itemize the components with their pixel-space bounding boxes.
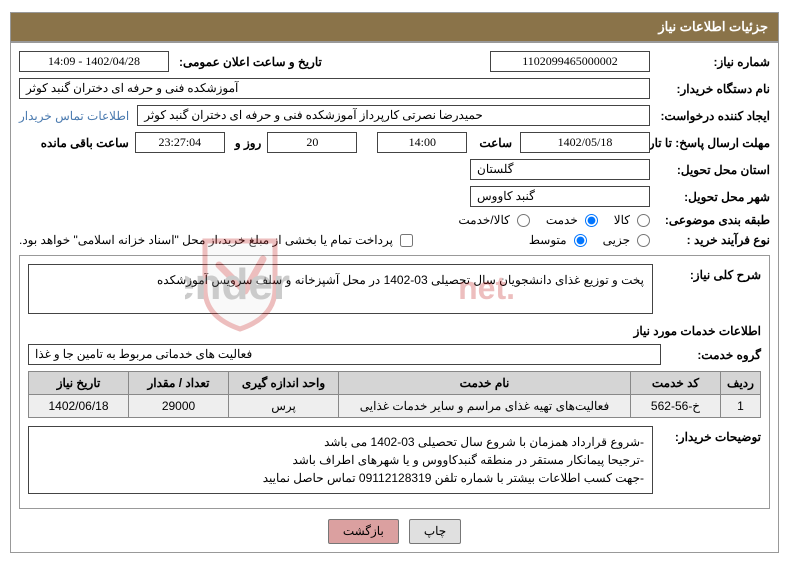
need-number-field: 1102099465000002 (490, 51, 650, 72)
purchase-type-label: نوع فرآیند خرید : (650, 233, 770, 247)
days-remain-field: 20 (267, 132, 357, 153)
radio-service[interactable] (585, 214, 598, 227)
row-need-number: شماره نیاز: 1102099465000002 تاریخ و ساع… (19, 51, 770, 72)
cell-date: 1402/06/18 (29, 395, 129, 418)
row-buyer-notes: توضیحات خریدار: -شروع قرارداد همزمان با … (28, 426, 761, 494)
services-table: ردیف کد خدمت نام خدمت واحد اندازه گیری ت… (28, 371, 761, 418)
deadline-date-field: 1402/05/18 (520, 132, 650, 153)
main-panel: شماره نیاز: 1102099465000002 تاریخ و ساع… (10, 42, 779, 553)
need-desc-text: پخت و توزیع غذای دانشجویان سال تحصیلی 03… (157, 271, 644, 289)
announce-date-label: تاریخ و ساعت اعلان عمومی: (175, 55, 322, 69)
back-button[interactable]: بازگشت (328, 519, 399, 544)
print-button[interactable]: چاپ (409, 519, 461, 544)
th-unit: واحد اندازه گیری (229, 372, 339, 395)
category-radios: کالا خدمت کالا/خدمت (446, 213, 650, 227)
province-field: گلستان (470, 159, 650, 180)
buyer-org-field: آموزشکده فنی و حرفه ای دختران گنبد کوثر (19, 78, 650, 99)
purchase-type-radios: جزیی متوسط (517, 233, 650, 247)
city-field: گنبد کاووس (470, 186, 650, 207)
row-need-desc: شرح کلی نیاز: پخت و توزیع غذای دانشجویان… (28, 264, 761, 314)
table-header-row: ردیف کد خدمت نام خدمت واحد اندازه گیری ت… (29, 372, 761, 395)
time-remain-label: ساعت باقی مانده (37, 136, 129, 150)
services-title: اطلاعات خدمات مورد نیاز (28, 324, 761, 338)
cell-unit: پرس (229, 395, 339, 418)
city-label: شهر محل تحویل: (650, 190, 770, 204)
radio-medium-label: متوسط (529, 233, 567, 247)
buttons-row: چاپ بازگشت (19, 519, 770, 544)
panel-title: جزئیات اطلاعات نیاز (658, 19, 768, 34)
table-row: 1 خ-56-562 فعالیت‌های تهیه غذای مراسم و … (29, 395, 761, 418)
row-province: استان محل تحویل: گلستان (19, 159, 770, 180)
need-number-label: شماره نیاز: (650, 55, 770, 69)
row-requester: ایجاد کننده درخواست: حمیدرضا نصرتی کارپر… (19, 105, 770, 126)
payment-note: پرداخت تمام یا بخشی از مبلغ خرید،از محل … (19, 233, 393, 247)
time-label: ساعت (475, 136, 512, 150)
row-deadline: مهلت ارسال پاسخ: تا تاریخ: 1402/05/18 سا… (19, 132, 770, 153)
province-label: استان محل تحویل: (650, 163, 770, 177)
requester-label: ایجاد کننده درخواست: (650, 109, 770, 123)
cell-qty: 29000 (129, 395, 229, 418)
th-date: تاریخ نیاز (29, 372, 129, 395)
service-group-label: گروه خدمت: (661, 348, 761, 362)
row-city: شهر محل تحویل: گنبد کاووس (19, 186, 770, 207)
row-category: طبقه بندی موضوعی: کالا خدمت کالا/خدمت (19, 213, 770, 227)
buyer-notes-line3: -جهت کسب اطلاعات بیشتر با شماره تلفن 091… (263, 469, 644, 487)
radio-goods[interactable] (637, 214, 650, 227)
radio-goods-service-label: کالا/خدمت (458, 213, 509, 227)
contact-link[interactable]: اطلاعات تماس خریدار (19, 109, 129, 123)
radio-medium[interactable] (574, 234, 587, 247)
radio-goods-service[interactable] (517, 214, 530, 227)
need-desc-box: پخت و توزیع غذای دانشجویان سال تحصیلی 03… (28, 264, 653, 314)
checkbox-treasury[interactable] (400, 234, 413, 247)
buyer-notes-line1: -شروع قرارداد همزمان با شروع سال تحصیلی … (324, 433, 644, 451)
radio-goods-label: کالا (614, 213, 630, 227)
th-row: ردیف (721, 372, 761, 395)
requester-field: حمیدرضا نصرتی کارپرداز آموزشکده فنی و حر… (137, 105, 650, 126)
time-remain-field: 23:27:04 (135, 132, 225, 153)
th-code: کد خدمت (631, 372, 721, 395)
radio-minor-label: جزیی (603, 233, 630, 247)
deadline-time-field: 14:00 (377, 132, 467, 153)
panel-header: جزئیات اطلاعات نیاز (10, 12, 779, 42)
cell-row: 1 (721, 395, 761, 418)
radio-service-label: خدمت (546, 213, 578, 227)
category-label: طبقه بندی موضوعی: (650, 213, 770, 227)
th-qty: تعداد / مقدار (129, 372, 229, 395)
announce-date-field: 1402/04/28 - 14:09 (19, 51, 169, 72)
buyer-notes-label: توضیحات خریدار: (661, 426, 761, 444)
row-buyer-org: نام دستگاه خریدار: آموزشکده فنی و حرفه ا… (19, 78, 770, 99)
days-remain-label: روز و (231, 136, 262, 150)
cell-code: خ-56-562 (631, 395, 721, 418)
radio-minor[interactable] (637, 234, 650, 247)
service-group-field: فعالیت های خدماتی مربوط به تامین جا و غذ… (28, 344, 661, 365)
deadline-label: مهلت ارسال پاسخ: تا تاریخ: (650, 136, 770, 150)
th-name: نام خدمت (339, 372, 631, 395)
buyer-notes-line2: -ترجیحا پیمانکار مستقر در منطقه گنبدکاوو… (292, 451, 644, 469)
buyer-org-label: نام دستگاه خریدار: (650, 82, 770, 96)
need-desc-label: شرح کلی نیاز: (661, 264, 761, 282)
details-panel: شرح کلی نیاز: پخت و توزیع غذای دانشجویان… (19, 255, 770, 509)
row-purchase-type: نوع فرآیند خرید : جزیی متوسط پرداخت تمام… (19, 233, 770, 247)
row-service-group: گروه خدمت: فعالیت های خدماتی مربوط به تا… (28, 344, 761, 365)
buyer-notes-box: -شروع قرارداد همزمان با شروع سال تحصیلی … (28, 426, 653, 494)
cell-name: فعالیت‌های تهیه غذای مراسم و سایر خدمات … (339, 395, 631, 418)
